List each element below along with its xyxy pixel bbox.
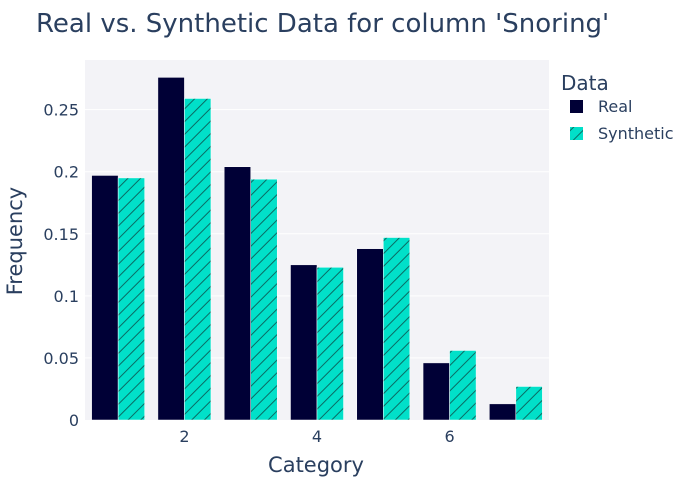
bar-real-4 — [290, 264, 318, 421]
x-tick-label: 4 — [312, 427, 322, 446]
bar-real-3 — [223, 166, 251, 421]
bar-real-2 — [157, 77, 185, 421]
y-axis-title: Frequency — [3, 187, 27, 296]
bar-real-6 — [422, 362, 450, 421]
chart-title: Real vs. Synthetic Data for column 'Snor… — [36, 9, 609, 39]
bar-synthetic-6 — [449, 350, 477, 421]
x-tick-label: 2 — [179, 427, 189, 446]
legend-swatch-real[interactable] — [570, 100, 583, 113]
bar-real-7 — [489, 403, 517, 421]
x-axis-title: Category — [268, 453, 364, 477]
bar-real-1 — [91, 175, 119, 421]
legend-swatch-synthetic[interactable] — [570, 127, 583, 140]
legend-title: Data — [561, 71, 609, 95]
y-tick-label: 0.05 — [43, 349, 79, 368]
x-tick-label: 6 — [444, 427, 454, 446]
bar-synthetic-2 — [184, 98, 212, 421]
y-tick-label: 0.25 — [43, 101, 79, 120]
legend-label-real[interactable]: Real — [598, 97, 633, 116]
bar-synthetic-5 — [383, 237, 411, 421]
y-tick-label: 0.2 — [54, 163, 79, 182]
bar-synthetic-1 — [117, 177, 145, 421]
legend: Data Real Synthetic — [561, 71, 674, 143]
legend-label-synthetic[interactable]: Synthetic — [598, 124, 674, 143]
bar-synthetic-4 — [316, 267, 344, 421]
y-tick-label: 0.1 — [54, 287, 79, 306]
bar-synthetic-7 — [515, 386, 543, 421]
bar-synthetic-3 — [250, 178, 278, 421]
y-tick-label: 0.15 — [43, 225, 79, 244]
bar-real-5 — [356, 248, 384, 421]
y-tick-label: 0 — [69, 411, 79, 430]
